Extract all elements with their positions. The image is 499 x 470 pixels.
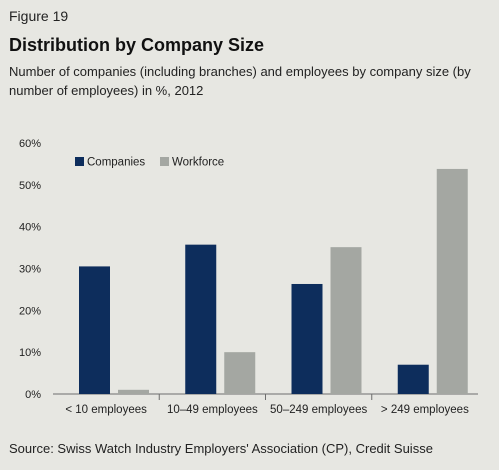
- x-tick-label: < 10 employees: [65, 404, 147, 416]
- legend-label-workforce: Workforce: [172, 157, 224, 169]
- y-tick-label: 10%: [19, 347, 41, 359]
- y-tick-label: 50%: [19, 180, 41, 192]
- y-tick-label: 0%: [25, 389, 41, 401]
- chart-title: Distribution by Company Size: [9, 35, 265, 55]
- y-tick-label: 40%: [19, 222, 41, 234]
- bar-companies-0: [79, 266, 110, 394]
- legend-swatch-workforce: [160, 157, 169, 166]
- y-tick-label: 60%: [19, 138, 41, 150]
- x-tick-label: > 249 employees: [381, 404, 469, 416]
- legend-swatch-companies: [75, 157, 84, 166]
- figure-label: Figure 19: [9, 8, 69, 24]
- bar-companies-2: [291, 283, 323, 394]
- x-tick-label: 10–49 employees: [167, 404, 258, 416]
- source-note: Source: Swiss Watch Industry Employers' …: [9, 441, 433, 456]
- legend-label-companies: Companies: [87, 157, 145, 169]
- bar-workforce-1: [224, 352, 256, 394]
- chart-subtitle: Number of companies (including branches)…: [9, 64, 471, 98]
- y-tick-label: 20%: [19, 305, 41, 317]
- bar-workforce-0: [118, 389, 149, 394]
- bar-companies-1: [185, 244, 217, 394]
- bar-workforce-2: [330, 247, 362, 394]
- x-tick-label: 50–249 employees: [270, 404, 367, 416]
- y-tick-label: 30%: [19, 264, 41, 276]
- bar-companies-3: [397, 364, 429, 394]
- bar-workforce-3: [436, 168, 468, 394]
